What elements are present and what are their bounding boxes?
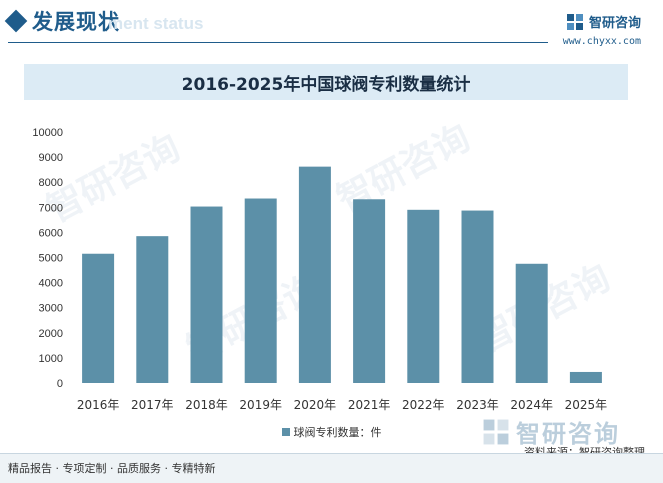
x-tick-label: 2017年 xyxy=(131,398,174,412)
bottom-watermark: 智研咨询 xyxy=(482,414,620,449)
x-tick-label: 2016年 xyxy=(77,398,120,412)
bars xyxy=(82,166,602,383)
bar xyxy=(82,253,115,383)
bar-chart: 0 1000 2000 3000 4000 5000 6000 7000 8000 9000 100… xyxy=(32,127,607,412)
y-tick-label: 3000 xyxy=(39,303,63,315)
y-tick-label: 4000 xyxy=(39,278,63,290)
y-tick-label: 0 xyxy=(57,378,63,390)
bar xyxy=(190,206,223,383)
bar xyxy=(136,236,169,383)
y-tick-label: 1000 xyxy=(39,353,63,365)
y-tick-label: 8000 xyxy=(39,177,63,189)
y-tick-label: 10000 xyxy=(32,127,63,139)
header-divider xyxy=(8,42,548,43)
bar xyxy=(244,198,277,383)
x-tick-label: 2019年 xyxy=(239,398,282,412)
x-tick-label: 2018年 xyxy=(185,398,228,412)
y-tick-label: 9000 xyxy=(39,152,63,164)
x-tick-label: 2025年 xyxy=(565,398,608,412)
y-tick-label: 5000 xyxy=(39,253,63,265)
legend: 球阀专利数量：件 xyxy=(0,424,663,440)
bottom-watermark-text: 智研咨询 xyxy=(516,420,620,448)
bar xyxy=(515,263,548,383)
y-tick-label: 6000 xyxy=(39,227,63,239)
bar xyxy=(353,199,386,383)
header-diamond-icon xyxy=(4,9,28,33)
section-subtitle: ment status xyxy=(108,14,204,33)
y-tick-label: 7000 xyxy=(39,202,63,214)
x-tick-label: 2024年 xyxy=(510,398,553,412)
footer-text: 精品报告 · 专项定制 · 品质服务 · 专精特新 xyxy=(8,462,216,475)
bar xyxy=(569,371,602,383)
bottom-watermark-logo-icon xyxy=(483,419,509,444)
x-tick-label: 2023年 xyxy=(456,398,499,412)
chart-title: 2016-2025年中国球阀专利数量统计 xyxy=(181,74,471,95)
bar xyxy=(298,166,331,383)
legend-label: 球阀专利数量：件 xyxy=(293,426,382,439)
x-tick-label: 2020年 xyxy=(294,398,337,412)
brand-url: www.chyxx.com xyxy=(562,36,641,47)
y-tick-label: 2000 xyxy=(39,328,63,340)
chart-title-box: 2016-2025年中国球阀专利数量统计 xyxy=(24,64,628,100)
section-title: 发展现状 xyxy=(32,10,120,34)
y-axis: 0 1000 2000 3000 4000 5000 6000 7000 8000 9000 100… xyxy=(32,127,63,390)
brand-logo-icon xyxy=(566,13,583,30)
bar xyxy=(461,210,494,383)
bar xyxy=(407,209,440,383)
legend-swatch xyxy=(281,428,290,436)
footer-bar xyxy=(0,453,663,483)
brand: 智研咨询 xyxy=(566,12,641,31)
x-axis: 2016年 2017年 2018年 2019年 2020年 2021年 2022年 2023年… xyxy=(77,398,607,412)
x-tick-label: 2022年 xyxy=(402,398,445,412)
brand-name: 智研咨询 xyxy=(588,16,641,31)
x-tick-label: 2021年 xyxy=(348,398,391,412)
